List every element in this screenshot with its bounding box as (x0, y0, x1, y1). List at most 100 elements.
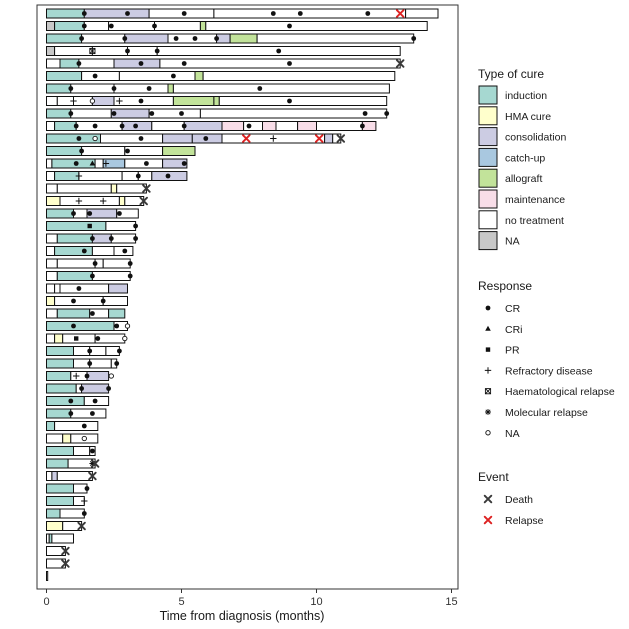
legend-marker-na (485, 430, 491, 436)
cr-marker-dot (181, 11, 187, 16)
patient-row-31 (46, 383, 110, 394)
cr-marker-dot (287, 23, 292, 29)
cr-marker-dot (92, 261, 98, 266)
segment-none (62, 333, 96, 344)
patient-row-13 (46, 158, 188, 169)
cri-marker-triangle (485, 325, 491, 331)
x-axis: 0 5 10 15 (43, 589, 458, 608)
cr-marker-dot (68, 398, 74, 404)
patient-row-5 (46, 58, 401, 69)
cr-marker-dot (127, 273, 133, 279)
cr-marker-dot (125, 148, 130, 154)
segment-consolidation (108, 283, 128, 294)
event-marker-death (77, 521, 86, 531)
patient-row-4 (46, 46, 401, 56)
segment-none (46, 158, 53, 169)
cr-marker-dot (84, 373, 90, 379)
cri-marker-triangle (89, 160, 96, 166)
legend-swatch-catchup (478, 147, 498, 167)
segment-consolidation (91, 233, 112, 244)
segment-consolidation (110, 108, 150, 119)
na-marker-circle (81, 435, 87, 442)
cr-marker-dot (71, 298, 76, 304)
response-marker-cr (152, 23, 157, 29)
segment-allograft (167, 83, 174, 94)
patient-row-7 (46, 83, 390, 94)
response-marker-cr (246, 123, 252, 129)
response-marker-cr (287, 98, 292, 104)
cr-marker-dot (127, 261, 133, 266)
response-marker-cr (117, 348, 122, 354)
segment-maintenance (297, 121, 318, 131)
segment-induction (46, 146, 83, 156)
response-marker-cr (133, 236, 139, 241)
event-marker-relapse (395, 9, 405, 18)
na-marker-circle (89, 98, 96, 104)
segment-none (148, 108, 201, 119)
cr-marker-dot (68, 411, 74, 416)
cr-marker-dot (138, 136, 144, 141)
event-marker-death (395, 59, 405, 68)
cr-marker-dot (411, 36, 417, 41)
segment-induction (46, 133, 101, 144)
response-marker-cr (79, 148, 84, 154)
ref-marker-plus (73, 372, 80, 380)
segment-none (70, 108, 112, 119)
legend-label-response-cr: CR (505, 303, 521, 315)
response-marker-cr (108, 236, 114, 241)
segment-none (91, 246, 115, 256)
cr-marker-dot (179, 111, 184, 116)
cr-marker-dot (111, 86, 117, 91)
na-marker-circle (122, 335, 128, 342)
cr-marker-dot (90, 273, 95, 279)
response-marker-cr (119, 123, 125, 129)
segment-none (46, 433, 64, 444)
response-marker-cr (138, 61, 144, 66)
segment-none (199, 108, 388, 119)
segment-none (46, 171, 56, 181)
pr-marker-square (87, 223, 92, 229)
cr-marker-dot (87, 211, 93, 216)
segment-induction (46, 483, 74, 494)
legend-swatch-allograft (478, 168, 498, 188)
cr-marker-dot (133, 123, 139, 129)
legend-marker-pr (485, 347, 491, 352)
cr-marker-dot (73, 161, 79, 166)
segment-none (89, 346, 107, 356)
cr-marker-dot (149, 111, 155, 116)
legend-swatch-maintenance (478, 189, 498, 209)
segment-allograft (194, 71, 204, 81)
segment-none (218, 96, 388, 106)
response-marker-cr (92, 398, 98, 404)
segment-consolidation (162, 158, 188, 169)
legend-label-consolidation: consolidation (505, 132, 566, 144)
response-marker-cr (71, 211, 76, 216)
response-marker-cr (71, 298, 76, 304)
segment-none (56, 183, 112, 194)
ref-marker-plus (270, 135, 277, 142)
patient-row-11 (46, 133, 342, 144)
cr-marker-dot (125, 11, 130, 16)
patient-row-6 (46, 71, 396, 81)
segment-induction (46, 458, 69, 469)
event-marker-death (336, 134, 346, 143)
segment-none (102, 258, 131, 269)
response-marker-cr (122, 248, 128, 254)
cr-marker-dot (117, 348, 122, 354)
patient-row-37 (46, 458, 96, 469)
cr-marker-dot (90, 448, 95, 454)
segment-hma (118, 196, 126, 206)
segment-consolidation (113, 58, 161, 69)
response-marker-cr (84, 373, 90, 379)
response-marker-pr (74, 336, 79, 341)
response-marker-na (92, 135, 98, 142)
legend-swatch-hma (478, 106, 498, 126)
legend-marker-hr (484, 388, 492, 395)
segment-induction (46, 346, 74, 356)
x-tick-label-5: 5 (178, 596, 184, 608)
legend-swatch-consolidation (478, 127, 498, 147)
response-marker-ref (70, 97, 77, 105)
response-marker-cr (138, 136, 144, 141)
response-marker-cr (114, 323, 120, 329)
segment-induction (46, 71, 83, 81)
